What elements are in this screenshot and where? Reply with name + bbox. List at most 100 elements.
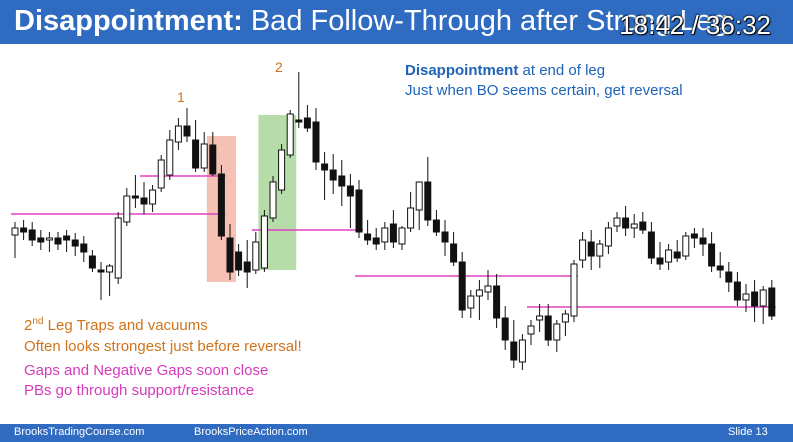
note-orange-line2: Often looks strongest just before revers…: [24, 338, 302, 355]
candle-body-bull: [286, 113, 294, 156]
candle: [321, 152, 329, 200]
candle: [432, 210, 440, 236]
note-orange-line1: 2nd Leg Traps and vacuums: [24, 316, 208, 334]
candle: [209, 132, 217, 176]
footer-left[interactable]: BrooksTradingCourse.com: [14, 426, 145, 438]
candle: [570, 260, 578, 322]
candle: [235, 244, 243, 276]
candle: [639, 212, 647, 234]
candle-body-bear: [424, 181, 432, 221]
candle-body-bear: [321, 163, 329, 171]
candle-body-bull: [174, 125, 182, 143]
candle-body-bull: [553, 323, 561, 341]
candle: [80, 236, 88, 262]
candle: [106, 264, 114, 296]
candle-body-bull: [398, 227, 406, 245]
candle: [751, 280, 759, 322]
candle-body-bull: [536, 315, 544, 321]
candle-body-bear: [725, 271, 733, 283]
candle: [252, 232, 260, 274]
note-orange-sup: nd: [32, 316, 44, 327]
candle-body-bear: [209, 144, 217, 175]
candle-body-bear: [80, 243, 88, 253]
note-blue-line1: Disappointment at end of leg: [405, 61, 683, 81]
candle-body-bull: [200, 143, 208, 169]
candle: [622, 206, 630, 236]
candle-body-bear: [673, 251, 681, 259]
candle: [166, 130, 174, 180]
candle: [716, 252, 724, 278]
candle-body-bear: [235, 251, 243, 271]
candle-body-bear: [183, 125, 191, 137]
candle-body-bull: [467, 295, 475, 309]
candle: [561, 310, 569, 336]
candle: [424, 157, 432, 226]
candle-body-bull: [475, 289, 483, 297]
candle-body-bear: [364, 233, 372, 241]
candle: [450, 232, 458, 266]
note-orange-post: Leg Traps and vacuums: [47, 317, 208, 334]
candle: [355, 180, 363, 238]
candle: [398, 226, 406, 250]
candle: [484, 270, 492, 300]
candle: [364, 220, 372, 245]
note-blue-bold: Disappointment: [405, 62, 519, 79]
candle: [733, 272, 741, 306]
candle-body-bear: [63, 235, 71, 241]
note-blue-line2: Just when BO seems certain, get reversal: [405, 82, 683, 99]
candle: [389, 210, 397, 248]
candle-body-bear: [217, 173, 225, 237]
candle: [647, 222, 655, 264]
candle: [682, 232, 690, 260]
candle-body-bear: [716, 265, 724, 271]
slide-number: Slide 13: [728, 426, 768, 438]
candle-body-bear: [192, 139, 200, 169]
candle-body-bear: [88, 255, 96, 269]
candle-body-bear: [656, 257, 664, 265]
slide-title-rest: Bad Follow-Through after Strong Leg: [250, 5, 728, 37]
candle: [303, 105, 311, 132]
candle-body-bear: [389, 223, 397, 243]
candle: [338, 160, 346, 206]
video-timer: 18:42 / 36:32: [619, 10, 771, 40]
candle-body-bull: [682, 235, 690, 257]
candle-body-bear: [733, 281, 741, 301]
candle: [20, 220, 28, 240]
candle-body-bear: [458, 261, 466, 311]
candle: [493, 274, 501, 328]
candle-body-bull: [665, 249, 673, 263]
candle-body-bear: [37, 237, 45, 243]
candle-body-bull: [518, 339, 526, 363]
candle-body-bull: [252, 241, 260, 271]
note-blue-rest: at end of leg: [522, 62, 606, 79]
candle-body-bull: [604, 227, 612, 247]
candle: [673, 240, 681, 262]
note-pink-line2: PBs go through support/resistance: [24, 382, 255, 399]
candle-body-bear: [699, 237, 707, 245]
candle-body-bull: [269, 181, 277, 219]
candle: [475, 280, 483, 320]
candle-body-bear: [622, 217, 630, 229]
candle: [587, 230, 595, 270]
candle: [37, 230, 45, 250]
candle: [278, 144, 286, 194]
candle-body-bear: [140, 197, 148, 205]
candle: [768, 280, 776, 320]
candle-body-bull: [484, 285, 492, 293]
candle-body-bull: [527, 325, 535, 335]
candle-body-bull: [613, 217, 621, 227]
candle-body-bull: [570, 263, 578, 317]
candle: [157, 155, 165, 192]
candle-body-bull: [45, 237, 53, 241]
candlesticks: [11, 72, 776, 370]
candle: [579, 232, 587, 268]
footer-center[interactable]: BrooksPriceAction.com: [194, 426, 308, 438]
candle-body-bear: [510, 341, 518, 361]
candle-body-bear: [441, 231, 449, 243]
candle: [604, 222, 612, 254]
candle: [596, 240, 604, 268]
candle: [407, 192, 415, 232]
candle-body-bear: [690, 233, 698, 239]
candle-body-bull: [106, 265, 114, 273]
candle-body-bear: [312, 121, 320, 163]
